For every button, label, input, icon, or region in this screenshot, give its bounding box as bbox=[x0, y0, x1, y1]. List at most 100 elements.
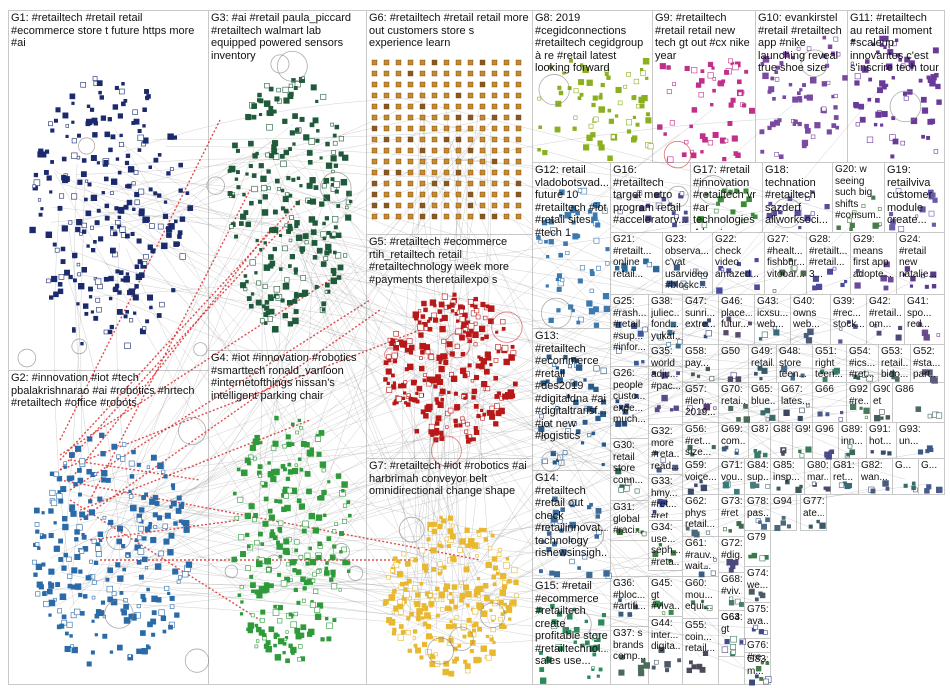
cluster-g81 bbox=[838, 481, 853, 490]
cluster-g90 bbox=[874, 409, 891, 422]
cluster-g35 bbox=[652, 371, 680, 413]
cluster-g65 bbox=[760, 407, 776, 422]
cluster-g7 bbox=[382, 515, 519, 677]
cluster-g73 bbox=[722, 521, 744, 533]
cluster-g14 bbox=[538, 496, 612, 579]
cluster-g62 bbox=[685, 526, 710, 538]
cluster-g41 bbox=[917, 322, 941, 341]
cluster-g88 bbox=[780, 447, 787, 456]
cluster-g51 bbox=[820, 367, 840, 382]
cluster-g3 bbox=[206, 50, 353, 333]
cluster-g8 bbox=[537, 58, 654, 162]
cluster-g17 bbox=[697, 175, 758, 228]
cluster-g22 bbox=[716, 258, 760, 294]
cluster-g89 bbox=[844, 443, 856, 459]
cluster-g52 bbox=[922, 369, 938, 384]
cluster-g4 bbox=[224, 415, 364, 664]
cluster-g42 bbox=[873, 324, 903, 341]
cluster-g40 bbox=[803, 328, 814, 344]
cluster-g36 bbox=[618, 598, 638, 617]
cluster-g75 bbox=[751, 624, 768, 635]
cluster-g68 bbox=[728, 596, 744, 607]
cluster-g47 bbox=[702, 318, 712, 339]
cluster-g9 bbox=[657, 58, 755, 169]
cluster-g79 bbox=[748, 552, 769, 562]
cluster-g54 bbox=[853, 371, 873, 382]
cluster-g34 bbox=[652, 543, 677, 563]
cluster-g96 bbox=[824, 449, 835, 460]
cluster-g43 bbox=[758, 326, 780, 341]
cluster-g70 bbox=[728, 403, 751, 423]
cluster-g59 bbox=[687, 479, 708, 495]
cluster-g58 bbox=[690, 366, 715, 382]
cluster-g91 bbox=[870, 450, 892, 456]
cluster-g74 bbox=[748, 588, 766, 602]
cluster-g27 bbox=[772, 257, 807, 293]
cluster-g33 bbox=[652, 498, 668, 514]
cluster-g26 bbox=[615, 393, 639, 427]
cluster-g21 bbox=[614, 258, 660, 273]
group-box-g77 bbox=[800, 494, 827, 531]
cluster-g1 bbox=[17, 76, 208, 368]
cluster-g98 bbox=[924, 484, 943, 494]
cluster-g28 bbox=[812, 266, 848, 291]
cluster-g49 bbox=[753, 365, 768, 381]
cluster-g85 bbox=[776, 479, 803, 493]
cluster-g46 bbox=[723, 316, 752, 338]
cluster-g80 bbox=[811, 481, 831, 492]
cluster-g97 bbox=[903, 481, 918, 493]
cluster-g44 bbox=[651, 646, 682, 673]
cluster-g15 bbox=[536, 603, 607, 684]
cluster-g19 bbox=[888, 188, 938, 233]
cluster-g66 bbox=[817, 410, 844, 422]
cluster-g31 bbox=[616, 528, 647, 537]
cluster-g5 bbox=[383, 292, 523, 467]
cluster-g23 bbox=[666, 264, 707, 290]
cluster-g11 bbox=[850, 35, 942, 159]
cluster-g38 bbox=[657, 321, 683, 349]
cluster-g64 bbox=[721, 638, 746, 653]
cluster-g30 bbox=[615, 468, 640, 494]
cluster-g76 bbox=[755, 661, 770, 681]
cluster-g29 bbox=[854, 261, 894, 291]
cluster-g13 bbox=[538, 354, 607, 472]
cluster-g25 bbox=[615, 321, 648, 366]
cluster-g92 bbox=[850, 403, 870, 420]
cluster-g37 bbox=[618, 654, 650, 677]
cluster-g94 bbox=[774, 515, 791, 532]
cluster-g45 bbox=[653, 600, 674, 615]
cluster-g32 bbox=[653, 450, 679, 473]
cluster-g71 bbox=[722, 479, 740, 495]
cluster-g78 bbox=[755, 517, 770, 530]
cluster-g63 bbox=[730, 635, 737, 657]
cluster-g18 bbox=[766, 190, 830, 230]
highlight-edges bbox=[59, 119, 481, 621]
cluster-g56 bbox=[687, 444, 716, 457]
cluster-g84 bbox=[750, 481, 771, 489]
cluster-g39 bbox=[838, 320, 858, 344]
cluster-g20 bbox=[836, 195, 883, 232]
cluster-g12 bbox=[536, 187, 610, 329]
cluster-g87 bbox=[753, 449, 768, 459]
cluster-g86 bbox=[915, 406, 943, 419]
cluster-g53 bbox=[890, 370, 900, 382]
group-box-g64 bbox=[718, 610, 745, 657]
cluster-g82 bbox=[868, 480, 890, 494]
cluster-g57 bbox=[687, 403, 717, 414]
cluster-g24 bbox=[902, 266, 937, 289]
cluster-g69 bbox=[721, 445, 739, 455]
cluster-g60 bbox=[690, 599, 713, 611]
cluster-g48 bbox=[781, 365, 805, 381]
cluster-g77 bbox=[808, 519, 826, 529]
cluster-g55 bbox=[686, 650, 709, 674]
group-box-g83 bbox=[744, 652, 771, 685]
cluster-g2 bbox=[32, 416, 210, 673]
cluster-g16 bbox=[616, 185, 689, 228]
cluster-g95 bbox=[798, 446, 812, 459]
cluster-g61 bbox=[698, 558, 717, 578]
cluster-g10 bbox=[759, 35, 848, 160]
group-box-g94 bbox=[770, 494, 797, 531]
cluster-g93 bbox=[917, 445, 934, 455]
